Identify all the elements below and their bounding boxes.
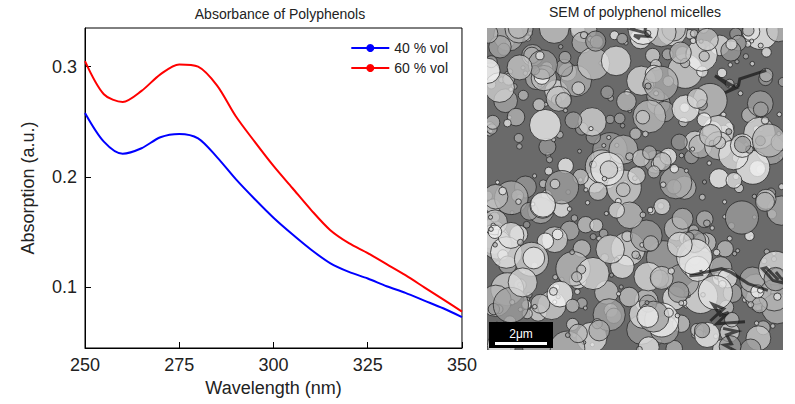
svg-text:2μm: 2μm xyxy=(509,327,533,341)
svg-text:0.1: 0.1 xyxy=(52,277,77,297)
svg-text:0.3: 0.3 xyxy=(52,57,77,77)
html-text:SEM of polyphenol micelles: SEM of polyphenol micelles xyxy=(549,4,721,20)
svg-text:60 % vol: 60 % vol xyxy=(394,60,448,76)
svg-text:40 % vol: 40 % vol xyxy=(394,40,448,56)
svg-text:250: 250 xyxy=(70,355,100,375)
svg-text:0.2: 0.2 xyxy=(52,167,77,187)
svg-text:300: 300 xyxy=(258,355,288,375)
svg-text:350: 350 xyxy=(447,355,477,375)
svg-text:Absorption (a.u.): Absorption (a.u.) xyxy=(18,121,38,254)
svg-text:325: 325 xyxy=(353,355,383,375)
svg-text:275: 275 xyxy=(164,355,194,375)
svg-text:Absorbance of Polyphenols: Absorbance of Polyphenols xyxy=(195,6,365,22)
svg-text:Wavelength (nm): Wavelength (nm) xyxy=(205,378,341,398)
